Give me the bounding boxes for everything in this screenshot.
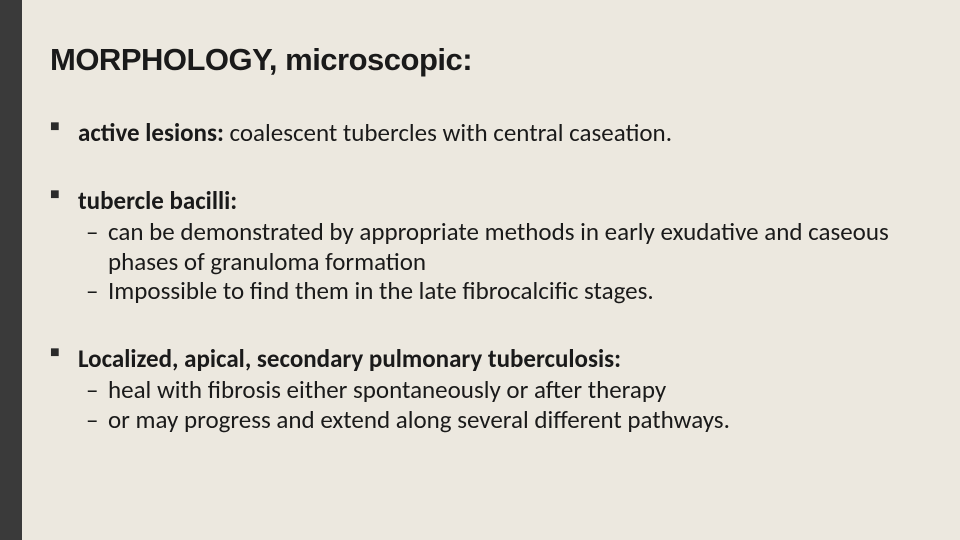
slide-title: MORPHOLOGY, microscopic:: [50, 42, 940, 78]
bullet-item: active lesions: coalescent tubercles wit…: [78, 118, 940, 148]
bullet-list: active lesions: coalescent tubercles wit…: [50, 118, 940, 434]
bullet-lead: Localized, apical, secondary pulmonary t…: [78, 343, 621, 374]
sub-item: can be demonstrated by appropriate metho…: [108, 217, 940, 276]
bullet-text: coalescent tubercles with central caseat…: [224, 117, 672, 148]
sub-item: Impossible to find them in the late fibr…: [108, 276, 940, 306]
side-accent-bar: [0, 0, 22, 540]
slide-content: MORPHOLOGY, microscopic: active lesions:…: [50, 42, 940, 472]
sub-item: heal with fibrosis either spontaneously …: [108, 375, 940, 405]
bullet-lead: tubercle bacilli:: [78, 185, 237, 216]
bullet-item: tubercle bacilli: can be demonstrated by…: [78, 186, 940, 306]
sub-list: heal with fibrosis either spontaneously …: [78, 375, 940, 434]
bullet-lead: active lesions:: [78, 117, 224, 148]
bullet-item: Localized, apical, secondary pulmonary t…: [78, 344, 940, 435]
sub-item: or may progress and extend along several…: [108, 405, 940, 435]
sub-list: can be demonstrated by appropriate metho…: [78, 217, 940, 306]
